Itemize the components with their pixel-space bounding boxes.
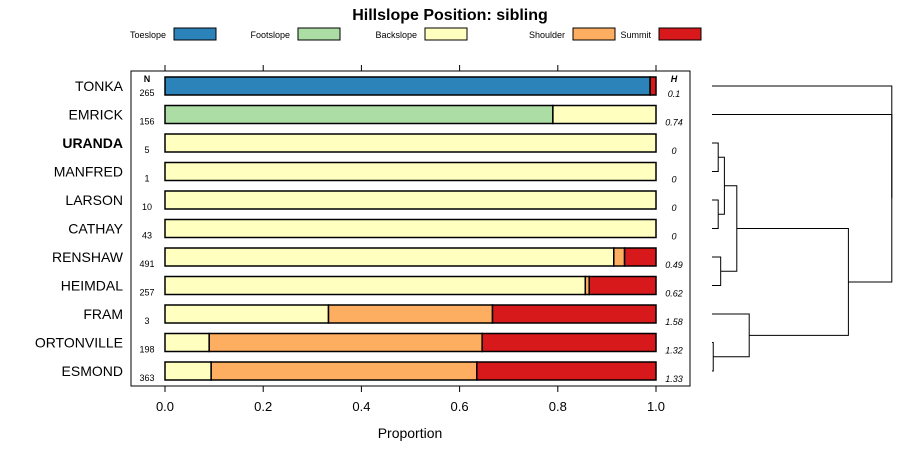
bar-segment-renshaw-backslope (164, 247, 615, 267)
bar-segment-fram-summit (491, 304, 657, 324)
dendrogram-link-4 (712, 256, 722, 286)
y-label-tonka: TONKA (75, 78, 124, 94)
bar-segment-tonka-summit (649, 76, 657, 96)
n-label-fram: 3 (144, 316, 149, 326)
n-header: N (144, 74, 151, 84)
h-label-ortonville: 1.32 (665, 346, 683, 356)
bar-segment-manfred-backslope (164, 161, 657, 182)
dendrogram-link-0 (712, 142, 719, 172)
h-header: H (671, 74, 678, 84)
bar-segment-cathay-backslope (164, 218, 657, 239)
bar-segment-heimdal-backslope (164, 275, 587, 296)
h-label-tonka: 0.1 (668, 89, 681, 99)
n-label-renshaw: 491 (139, 259, 154, 269)
legend-label-backslope: Backslope (375, 30, 417, 40)
y-label-fram: FRAM (83, 306, 123, 322)
legend-label-summit: Summit (620, 30, 651, 40)
x-tick-label-3: 0.6 (451, 399, 469, 414)
bar-segment-emrick-footslope (164, 104, 554, 125)
plot-frame (130, 70, 691, 387)
bar-segment-ortonville-backslope (164, 332, 210, 353)
y-label-cathay: CATHAY (68, 221, 123, 237)
dendrogram-link-1 (712, 199, 719, 229)
dendrogram-link-3 (718, 156, 725, 215)
x-axis: 0.0 0.2 0.4 0.6 0.8 1.0 (156, 65, 665, 414)
x-tick-label-5: 1.0 (647, 399, 665, 414)
n-label-heimdal: 257 (139, 288, 154, 298)
legend-label-footslope: Footslope (250, 30, 290, 40)
n-label-manfred: 1 (144, 174, 149, 184)
bar-segment-renshaw-shoulder (613, 247, 626, 267)
y-label-manfred: MANFRED (54, 164, 123, 180)
dendrogram-link-6 (712, 313, 750, 358)
bar-segment-esmond-backslope (164, 361, 212, 381)
bar-segment-uranda-backslope (164, 133, 657, 153)
h-label-fram: 1.58 (665, 317, 683, 327)
bar-segment-esmond-shoulder (210, 361, 478, 381)
y-label-uranda: URANDA (62, 135, 123, 151)
y-label-heimdal: HEIMDAL (61, 278, 123, 294)
n-label-uranda: 5 (144, 145, 149, 155)
h-label-larson: 0 (671, 203, 676, 213)
bar-segment-heimdal-summit (588, 275, 657, 296)
legend-label-toeslope: Toeslope (130, 30, 166, 40)
bar-segment-larson-backslope (164, 190, 657, 210)
n-label-cathay: 43 (142, 231, 152, 241)
dendrogram-link-5 (720, 185, 738, 272)
y-label-larson: LARSON (65, 192, 123, 208)
bar-segment-renshaw-summit (623, 247, 657, 267)
x-axis-label: Proportion (378, 425, 443, 441)
x-tick-label-4: 0.8 (549, 399, 567, 414)
n-label-tonka: 265 (139, 88, 154, 98)
legend-swatch-backslope (424, 27, 468, 41)
bar-segment-esmond-summit (476, 361, 657, 381)
dendrogram-link-9 (712, 85, 893, 199)
n-label-ortonville: 198 (139, 345, 154, 355)
h-label-esmond: 1.33 (665, 374, 683, 384)
bar-segment-ortonville-summit (481, 332, 657, 353)
x-tick-label-2: 0.4 (352, 399, 370, 414)
h-label-renshaw: 0.49 (665, 260, 683, 270)
chart-title: Hillslope Position: sibling (352, 7, 548, 24)
bar-segment-tonka-toeslope (164, 76, 651, 96)
y-label-ortonville: ORTONVILLE (35, 335, 123, 351)
n-label-esmond: 363 (139, 373, 154, 383)
dendrogram (712, 85, 893, 372)
bar-segment-emrick-backslope (552, 104, 657, 125)
h-label-cathay: 0 (671, 232, 676, 242)
y-label-emrick: EMRICK (69, 107, 124, 123)
y-label-renshaw: RENSHAW (52, 249, 124, 265)
bar-segment-ortonville-shoulder (208, 332, 483, 353)
bars (164, 76, 657, 381)
h-label-emrick: 0.74 (665, 118, 683, 128)
n-label-larson: 10 (142, 202, 152, 212)
h-label-uranda: 0 (671, 146, 676, 156)
y-label-esmond: ESMOND (62, 363, 123, 379)
h-labels: 0.1 0.74 0 0 0 0 0.49 0.62 1.58 1.32 1.33 (665, 89, 683, 384)
dendrogram-link-7 (736, 228, 849, 336)
bar-segment-fram-backslope (164, 304, 330, 324)
dendrogram-link-8 (712, 114, 893, 283)
legend-label-shoulder: Shoulder (529, 30, 565, 40)
n-labels: 265 156 5 1 10 43 491 257 3 198 363 (139, 88, 154, 383)
y-axis-labels: TONKA EMRICK URANDA MANFRED LARSON CATHAY RENS… (35, 78, 124, 379)
legend-swatch-summit (658, 27, 702, 41)
legend-swatch-toeslope (173, 27, 217, 41)
bar-segment-fram-shoulder (327, 304, 494, 324)
h-label-heimdal: 0.62 (665, 289, 683, 299)
legend: Toeslope Footslope Backslope Shoulder Summit (130, 27, 702, 41)
h-label-manfred: 0 (671, 175, 676, 185)
legend-swatch-footslope (297, 27, 341, 41)
dendrogram-link-2 (712, 342, 714, 372)
n-label-emrick: 156 (139, 117, 154, 127)
x-tick-label-0: 0.0 (156, 399, 174, 414)
x-tick-label-1: 0.2 (254, 399, 272, 414)
legend-swatch-shoulder (572, 27, 616, 41)
